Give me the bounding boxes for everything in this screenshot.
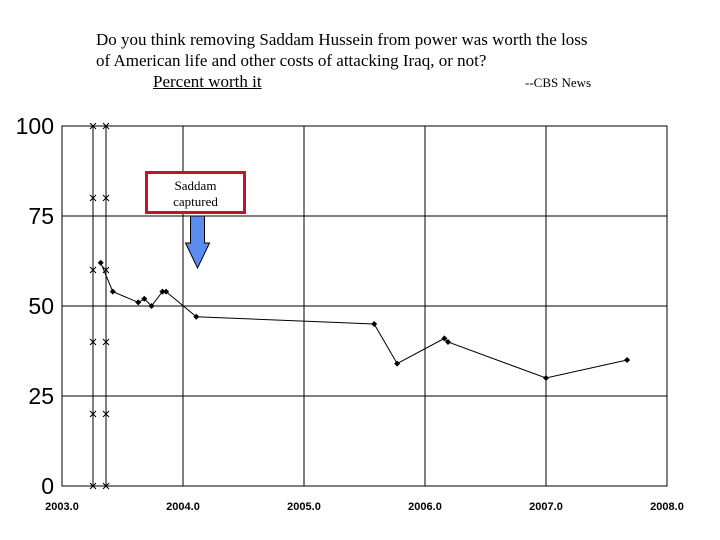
- down-arrow-icon: [184, 215, 211, 270]
- axis-marker-x: [89, 338, 97, 346]
- chart-title: Do you think removing Saddam Hussein fro…: [96, 29, 656, 71]
- title-line-2: of American life and other costs of atta…: [96, 51, 487, 70]
- data-point: [148, 303, 155, 309]
- x-tick-label: 2008.0: [650, 501, 684, 513]
- data-point: [109, 288, 116, 295]
- y-tick-label: 25: [28, 383, 54, 409]
- data-point: [441, 335, 448, 342]
- data-point: [444, 339, 451, 345]
- x-tick-label: 2005.0: [287, 501, 321, 513]
- axis-marker-x: [102, 266, 110, 274]
- axis-marker-x: [89, 266, 97, 274]
- y-tick-label: 0: [41, 473, 54, 499]
- axis-marker-x: [89, 122, 97, 130]
- data-point: [394, 360, 401, 367]
- y-tick-label: 75: [28, 203, 54, 229]
- axis-marker-x: [102, 122, 110, 130]
- data-point: [624, 357, 631, 363]
- axis-marker-x: [102, 338, 110, 346]
- axis-marker-x: [102, 482, 110, 490]
- annotation-line-2: captured: [173, 194, 218, 209]
- source-label: --CBS News: [525, 75, 592, 90]
- title-line-1: Do you think removing Saddam Hussein fro…: [96, 30, 588, 49]
- x-tick-label: 2003.0: [45, 501, 79, 513]
- x-tick-label: 2004.0: [166, 501, 200, 513]
- data-point: [159, 288, 166, 295]
- axis-marker-x: [89, 194, 97, 202]
- annotation-line-1: Saddam: [174, 178, 217, 193]
- data-point: [543, 375, 549, 381]
- axis-marker-x: [102, 410, 110, 418]
- saddam-captured-annotation: Saddam captured: [145, 171, 246, 214]
- x-tick-label: 2006.0: [408, 501, 442, 513]
- data-point: [141, 295, 148, 302]
- data-point: [371, 321, 378, 327]
- y-tick-label: 50: [28, 293, 54, 319]
- data-point: [193, 313, 200, 320]
- data-point: [135, 299, 142, 306]
- x-tick-label: 2007.0: [529, 501, 563, 513]
- axis-marker-x: [89, 482, 97, 490]
- axis-marker-x: [102, 194, 110, 202]
- y-tick-label: 100: [16, 113, 54, 139]
- data-point: [163, 288, 170, 295]
- data-point: [97, 259, 104, 266]
- axis-marker-x: [89, 410, 97, 418]
- chart-subtitle: Percent worth it: [153, 72, 262, 91]
